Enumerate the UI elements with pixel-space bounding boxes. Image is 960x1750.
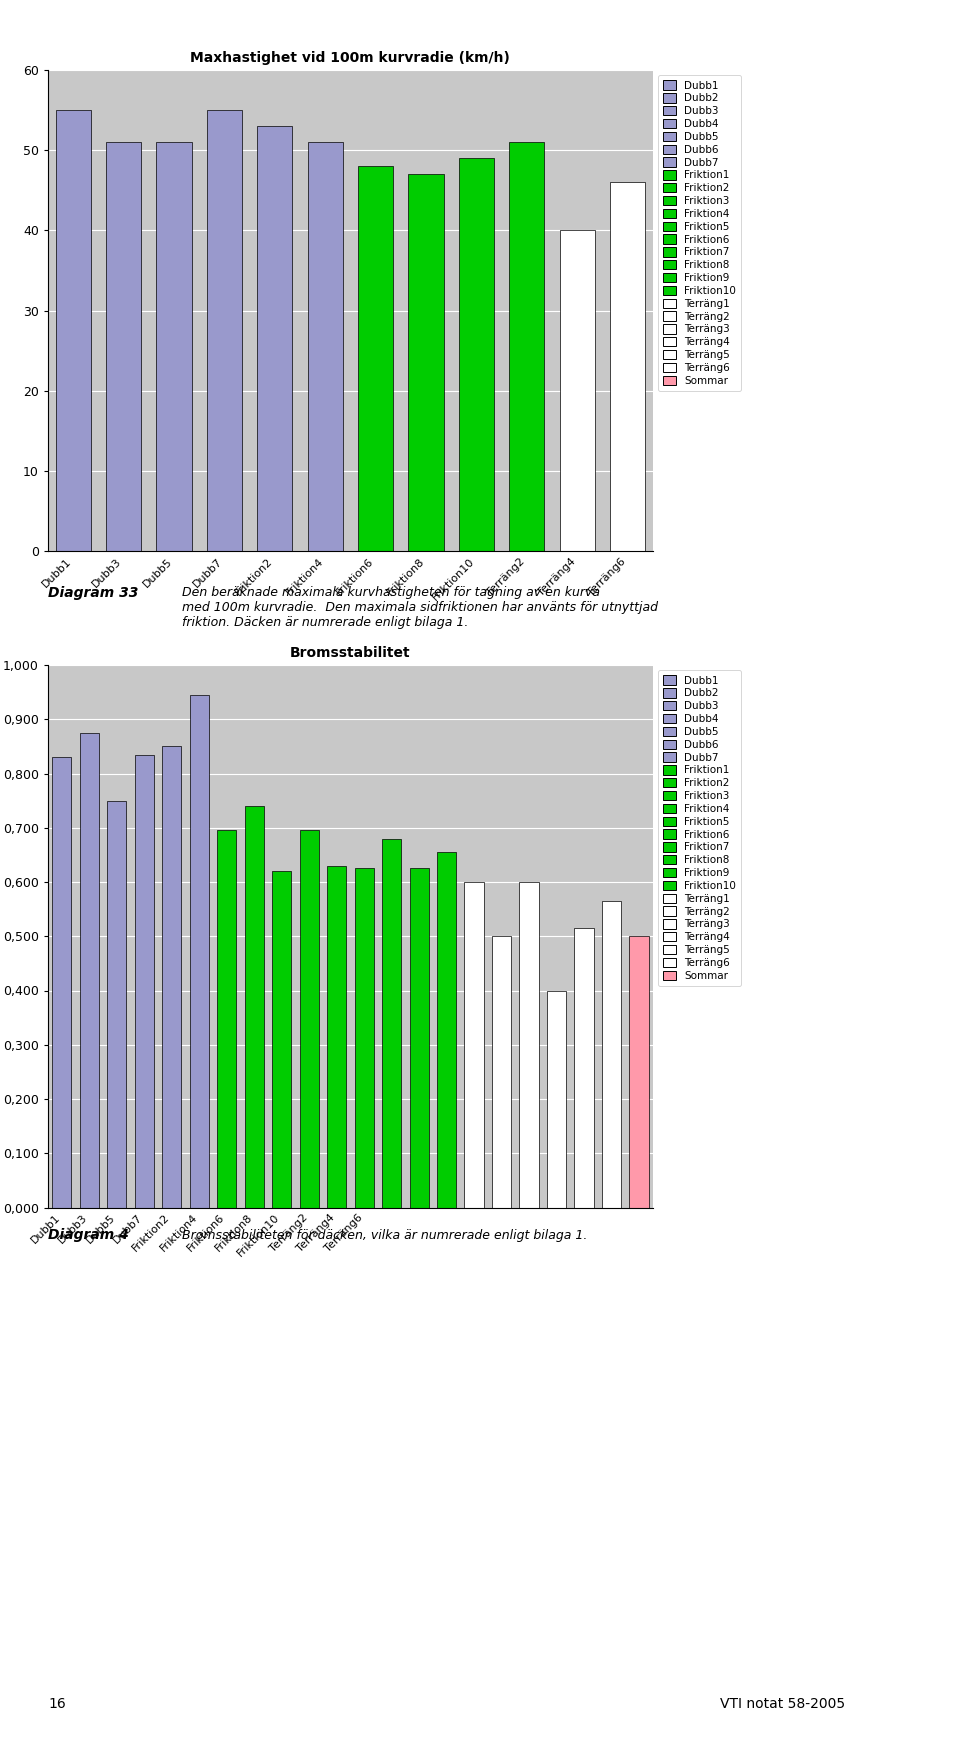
Bar <box>108 800 127 1208</box>
Title: Maxhastighet vid 100m kurvradie (km/h): Maxhastighet vid 100m kurvradie (km/h) <box>190 51 511 65</box>
Legend: Dubb1, Dubb2, Dubb3, Dubb4, Dubb5, Dubb6, Dubb7, Friktion1, Friktion2, Friktion3: Dubb1, Dubb2, Dubb3, Dubb4, Dubb5, Dubb6… <box>658 670 741 985</box>
Bar <box>217 831 236 1208</box>
Text: Diagram 4: Diagram 4 <box>48 1228 129 1242</box>
Bar <box>300 831 319 1208</box>
Bar <box>437 852 456 1208</box>
Text: 16: 16 <box>48 1698 65 1712</box>
Bar <box>519 882 539 1208</box>
Bar <box>465 882 484 1208</box>
Legend: Dubb1, Dubb2, Dubb3, Dubb4, Dubb5, Dubb6, Dubb7, Friktion1, Friktion2, Friktion3: Dubb1, Dubb2, Dubb3, Dubb4, Dubb5, Dubb6… <box>658 75 741 390</box>
Bar <box>492 936 512 1207</box>
Text: Bromsstabiliteten för däcken, vilka är numrerade enligt bilaga 1.: Bromsstabiliteten för däcken, vilka är n… <box>182 1228 588 1241</box>
Bar <box>162 746 181 1208</box>
Bar <box>602 901 621 1208</box>
Bar <box>354 868 373 1208</box>
Bar <box>206 110 242 551</box>
Bar <box>327 866 347 1208</box>
Text: Den beräknade maximala kurvhastigheten för tagning av en kurva
med 100m kurvradi: Den beräknade maximala kurvhastigheten f… <box>182 586 659 630</box>
Bar <box>358 166 394 551</box>
Bar <box>257 126 293 551</box>
Bar <box>410 868 429 1208</box>
Bar <box>547 990 566 1208</box>
Bar <box>630 936 649 1207</box>
Bar <box>560 231 595 551</box>
Text: Diagram 33: Diagram 33 <box>48 586 138 600</box>
Bar <box>106 142 141 551</box>
Bar <box>574 928 593 1208</box>
Bar <box>307 142 343 551</box>
Bar <box>134 754 154 1208</box>
Bar <box>408 175 444 551</box>
Bar <box>272 872 291 1208</box>
Bar <box>245 807 264 1208</box>
Bar <box>52 758 71 1208</box>
Bar <box>156 142 192 551</box>
Bar <box>382 838 401 1208</box>
Bar <box>80 733 99 1208</box>
Bar <box>610 182 645 551</box>
Bar <box>56 110 91 551</box>
Title: Bromsstabilitet: Bromsstabilitet <box>290 646 411 660</box>
Text: VTI notat 58-2005: VTI notat 58-2005 <box>720 1698 845 1712</box>
Bar <box>509 142 544 551</box>
Bar <box>459 158 494 551</box>
Bar <box>189 695 209 1208</box>
